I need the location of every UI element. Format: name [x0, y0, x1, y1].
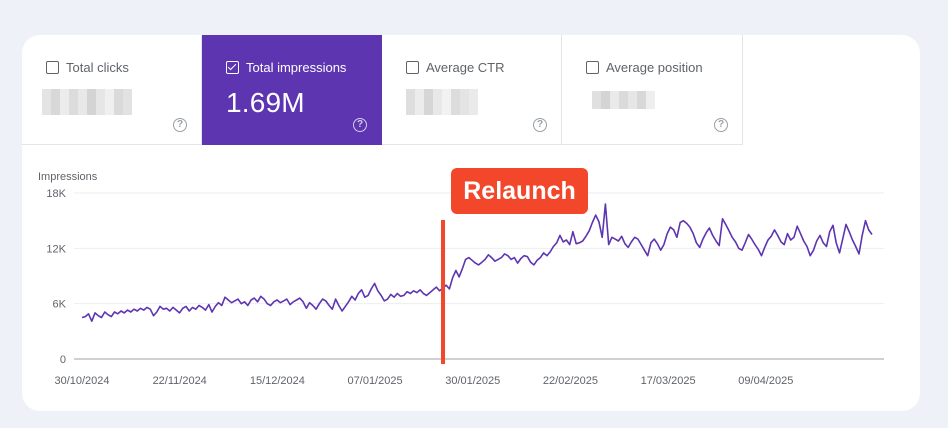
- checkbox-icon[interactable]: [406, 61, 419, 74]
- blurred-value: [406, 89, 478, 115]
- help-icon[interactable]: ?: [714, 118, 728, 132]
- y-tick-label: 6K: [53, 299, 67, 311]
- help-icon[interactable]: ?: [533, 118, 547, 132]
- checkbox-checked-icon[interactable]: [226, 61, 239, 74]
- relaunch-annotation: Relaunch: [451, 168, 588, 214]
- x-tick-label: 30/01/2025: [445, 375, 500, 387]
- performance-card: Total clicks ? Total impressions 1.69M ?…: [22, 35, 920, 411]
- y-tick-label: 12K: [46, 243, 66, 255]
- impressions-chart: Impressions 0 6K 12K 18K 30/10/2024 22/11/2024…: [22, 145, 920, 411]
- blurred-value: [592, 91, 655, 109]
- metric-head: Total impressions: [226, 60, 346, 75]
- x-tick-label: 22/02/2025: [543, 375, 598, 387]
- help-icon[interactable]: ?: [173, 118, 187, 132]
- metric-label: Average position: [606, 60, 703, 75]
- x-tick-label: 07/01/2025: [348, 375, 403, 387]
- help-icon[interactable]: ?: [353, 118, 367, 132]
- metric-head: Total clicks: [46, 60, 129, 75]
- metric-average-position[interactable]: Average position ?: [562, 35, 743, 145]
- x-tick-label: 15/12/2024: [250, 375, 305, 387]
- metric-label: Average CTR: [426, 60, 505, 75]
- x-tick-label: 09/04/2025: [738, 375, 793, 387]
- impressions-series-line: [81, 203, 873, 322]
- metric-label: Total clicks: [66, 60, 129, 75]
- x-tick-label: 17/03/2025: [641, 375, 696, 387]
- metric-head: Average CTR: [406, 60, 505, 75]
- metric-total-impressions[interactable]: Total impressions 1.69M ?: [202, 35, 382, 145]
- line-chart-svg: Impressions 0 6K 12K 18K 30/10/2024 22/11/2024…: [38, 171, 884, 387]
- metric-average-ctr[interactable]: Average CTR ?: [382, 35, 562, 145]
- metric-head: Average position: [586, 60, 703, 75]
- metric-total-clicks[interactable]: Total clicks ?: [22, 35, 202, 145]
- checkbox-icon[interactable]: [46, 61, 59, 74]
- metric-value: 1.69M: [226, 87, 305, 118]
- y-axis-title: Impressions: [38, 171, 98, 183]
- x-tick-label: 22/11/2024: [153, 375, 207, 387]
- y-tick-label: 18K: [46, 188, 66, 200]
- metric-label: Total impressions: [246, 60, 347, 75]
- y-tick-label: 0: [60, 354, 66, 366]
- blurred-value: [42, 89, 132, 115]
- checkbox-icon[interactable]: [586, 61, 599, 74]
- x-tick-label: 30/10/2024: [54, 375, 109, 387]
